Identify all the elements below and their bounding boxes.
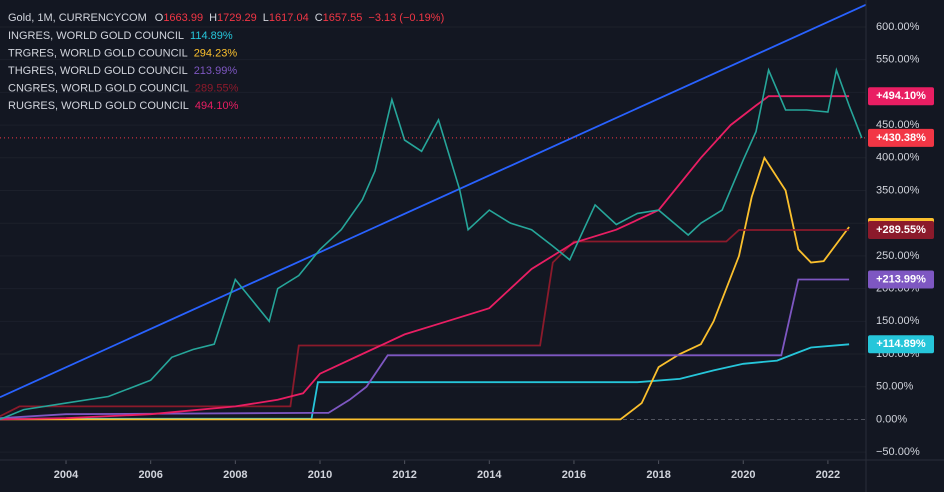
y-tick-label: 600.00% (876, 21, 920, 33)
chart-title: Gold, 1M, CURRENCYCOM O1663.99 H1729.29 L16… (8, 12, 444, 24)
x-tick-label: 2018 (646, 469, 670, 481)
legend-value: 289.55% (195, 82, 239, 94)
ohlc-key: H (209, 12, 217, 24)
last-value-box (868, 335, 934, 354)
y-tick-label: 50.00% (876, 381, 914, 393)
last-value-label: +494.10% (876, 90, 926, 102)
last-value-label: +213.99% (876, 273, 926, 285)
last-value-label: +430.38% (876, 132, 926, 144)
ohlc-value: 1729.29 (217, 12, 257, 24)
x-tick-label: 2004 (54, 469, 79, 481)
legend-value: 114.89% (190, 30, 233, 42)
last-value-box (868, 221, 934, 240)
series-line (0, 3, 867, 399)
legend-name: CNGRES, WORLD GOLD COUNCIL (8, 82, 189, 94)
symbol: Gold, 1M, CURRENCYCOM (8, 12, 147, 24)
ohlc-key: O (155, 12, 164, 24)
series-line (0, 278, 850, 419)
series-line (0, 155, 850, 421)
x-tick-label: 2006 (138, 469, 162, 481)
x-tick-label: 2016 (562, 469, 586, 481)
y-tick-label: 350.00% (876, 184, 920, 196)
last-value-box (868, 128, 934, 147)
ohlc-key: C (315, 12, 323, 24)
change: −3.13 (−0.19%) (368, 12, 444, 24)
legend-value: 213.99% (194, 65, 238, 77)
y-tick-label: 150.00% (876, 315, 920, 327)
legend-value: 294.23% (194, 47, 238, 59)
x-tick-label: 2022 (816, 469, 840, 481)
last-value-box (868, 270, 934, 289)
x-tick-label: 2008 (223, 469, 247, 481)
last-value-label: +289.55% (876, 224, 926, 236)
y-tick-label: −50.00% (876, 446, 920, 458)
x-tick-label: 2012 (392, 469, 416, 481)
x-tick-label: 2020 (731, 469, 755, 481)
x-tick-label: 2010 (308, 469, 332, 481)
legend-entry: TRGRES, WORLD GOLD COUNCIL 294.23% (8, 47, 237, 59)
y-tick-label: 450.00% (876, 119, 920, 131)
last-value-box (868, 87, 934, 106)
last-value-label: +114.89% (876, 338, 925, 350)
legend-name: RUGRES, WORLD GOLD COUNCIL (8, 100, 189, 112)
legend-value: 494.10% (195, 100, 239, 112)
legend-entry: THGRES, WORLD GOLD COUNCIL 213.99% (8, 65, 237, 77)
x-tick-label: 2014 (477, 469, 502, 481)
ohlc-value: 1617.04 (269, 12, 309, 24)
legend-entry: INGRES, WORLD GOLD COUNCIL 114.89% (8, 30, 233, 42)
legend-name: INGRES, WORLD GOLD COUNCIL (8, 30, 184, 42)
series-line (0, 229, 850, 418)
series-line (0, 67, 863, 421)
y-tick-label: 250.00% (876, 250, 920, 262)
legend-name: THGRES, WORLD GOLD COUNCIL (8, 65, 188, 77)
series-line (0, 95, 850, 421)
ohlc-value: 1657.55 (323, 12, 363, 24)
series-line (0, 343, 850, 420)
ohlc-key: L (263, 12, 269, 24)
y-tick-label: 400.00% (876, 152, 920, 164)
legend-entry: RUGRES, WORLD GOLD COUNCIL 494.10% (8, 100, 239, 112)
legend-name: TRGRES, WORLD GOLD COUNCIL (8, 47, 188, 59)
ohlc-value: 1663.99 (163, 12, 203, 24)
y-tick-label: 0.00% (876, 413, 907, 425)
y-tick-label: 550.00% (876, 54, 920, 66)
legend-entry: CNGRES, WORLD GOLD COUNCIL 289.55% (8, 82, 239, 94)
